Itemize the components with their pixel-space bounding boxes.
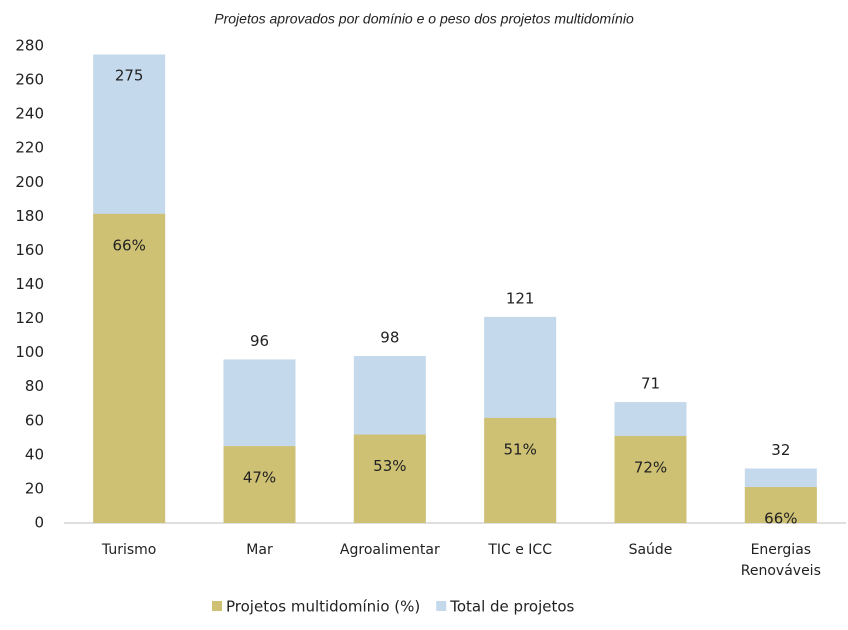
y-tick-label: 240 xyxy=(15,105,44,123)
multidomain-bar xyxy=(93,213,166,523)
x-tick-label: TIC e ICC xyxy=(488,542,552,558)
y-tick-label: 100 xyxy=(15,343,44,361)
y-tick-label: 200 xyxy=(15,173,44,191)
x-tick-label: Mar xyxy=(246,542,273,558)
x-tick-label: Agroalimentar xyxy=(339,542,440,558)
total-label: 275 xyxy=(115,67,144,85)
y-tick-label: 0 xyxy=(34,514,44,532)
total-label: 71 xyxy=(641,375,660,393)
x-tick-label-box: Saúde xyxy=(628,542,673,558)
y-tick-label: 80 xyxy=(25,377,44,395)
x-tick-label-box: Energias Renováveis xyxy=(740,542,821,579)
x-tick-label-box: TIC e ICC xyxy=(488,542,552,558)
y-tick-label: 260 xyxy=(15,71,44,89)
y-tick-label: 280 xyxy=(15,37,44,55)
percent-label: 72% xyxy=(634,458,667,476)
legend-swatch xyxy=(212,601,222,611)
x-tick-label-box: Turismo xyxy=(101,542,157,558)
percent-label: 47% xyxy=(243,469,276,487)
y-tick-label: 40 xyxy=(25,445,44,463)
chart-title: Projetos aprovados por domínio e o peso … xyxy=(214,11,634,27)
y-tick-label: 20 xyxy=(25,479,44,497)
legend: Projetos multidomínio (%) Total de projet… xyxy=(212,598,575,616)
y-tick-label: 120 xyxy=(15,309,44,327)
x-tick-label: Energias Renováveis xyxy=(740,542,821,579)
multidomain-bar xyxy=(484,417,557,523)
percent-label: 66% xyxy=(112,236,145,254)
legend-label: Projetos multidomínio (%) xyxy=(226,598,420,616)
legend-swatch xyxy=(436,601,447,611)
x-tick-label-box: Agroalimentar xyxy=(339,542,440,558)
total-label: 32 xyxy=(771,441,790,459)
x-tick-label: Saúde xyxy=(628,542,673,558)
multidomain-bar xyxy=(223,446,296,523)
multidomain-bar xyxy=(744,487,817,523)
percent-label: 66% xyxy=(764,510,797,528)
total-label: 121 xyxy=(506,289,535,307)
y-tick-label: 140 xyxy=(15,275,44,293)
legend-label: Total de projetos xyxy=(449,598,574,616)
y-tick-label: 60 xyxy=(25,411,44,429)
multidomain-bar xyxy=(353,434,426,523)
x-tick-label-box: Mar xyxy=(246,542,273,558)
x-tick-label: Turismo xyxy=(101,542,157,558)
percent-label: 53% xyxy=(373,457,406,475)
y-tick-label: 180 xyxy=(15,207,44,225)
multidomain-bar xyxy=(614,435,687,523)
y-tick-label: 160 xyxy=(15,241,44,259)
y-tick-label: 220 xyxy=(15,139,44,157)
total-label: 96 xyxy=(250,332,269,350)
percent-label: 51% xyxy=(503,440,536,458)
total-label: 98 xyxy=(380,329,399,347)
